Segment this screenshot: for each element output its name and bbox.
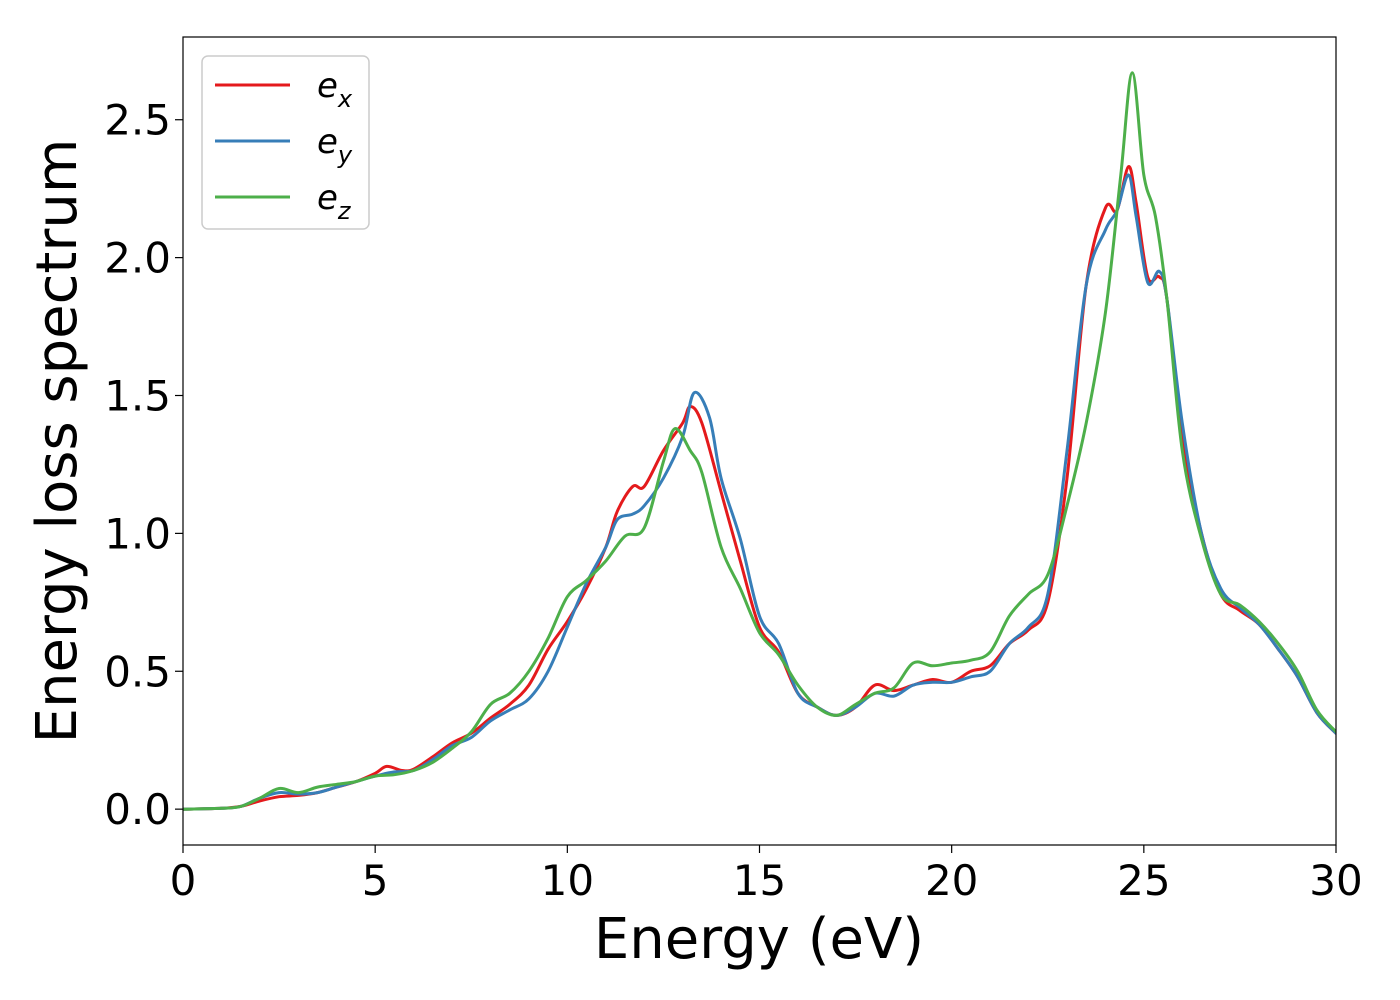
- x-tick-label: 5: [362, 856, 389, 905]
- x-axis-label: Energy (eV): [594, 907, 924, 972]
- x-tick-label: 15: [733, 856, 786, 905]
- y-tick-label: 0.5: [104, 647, 171, 696]
- y-tick-label: 2.5: [104, 96, 171, 145]
- x-tick-label: 0: [170, 856, 197, 905]
- y-tick-label: 1.5: [104, 371, 171, 420]
- x-tick-label: 25: [1117, 856, 1170, 905]
- legend-label: ez: [317, 178, 352, 225]
- legend-label: ey: [317, 122, 353, 169]
- legend-label: ex: [317, 66, 353, 113]
- y-tick-label: 2.0: [104, 234, 171, 283]
- y-axis: 0.0 0.5 1.0 1.5 2.0 2.5: [104, 96, 183, 834]
- y-tick-label: 1.0: [104, 509, 171, 558]
- y-tick-label: 0.0: [104, 785, 171, 834]
- series-layer: [183, 71, 1336, 811]
- x-tick-label: 20: [925, 856, 978, 905]
- legend: ex ey ez: [201, 55, 370, 230]
- x-tick-label: 10: [541, 856, 594, 905]
- series-line-ez: [183, 71, 1336, 811]
- x-axis: 0 5 10 15 20 25 30: [170, 845, 1363, 905]
- x-tick-label: 30: [1309, 856, 1362, 905]
- y-axis-label: Energy loss spectrum: [25, 139, 90, 744]
